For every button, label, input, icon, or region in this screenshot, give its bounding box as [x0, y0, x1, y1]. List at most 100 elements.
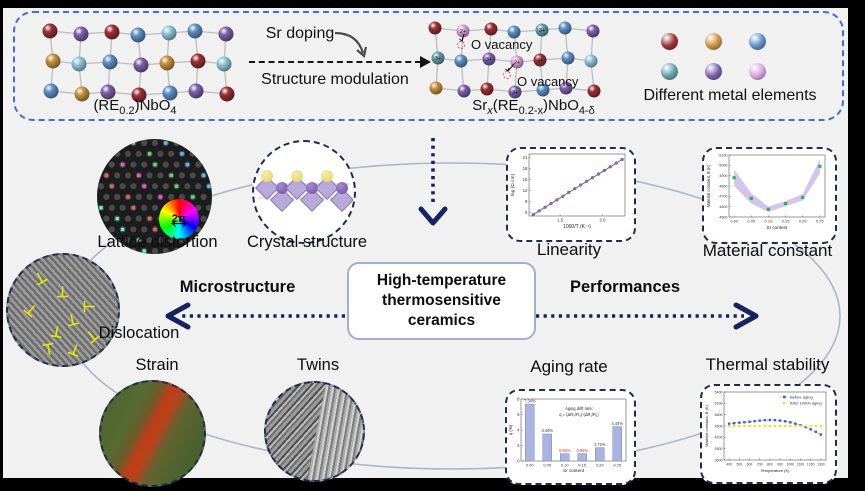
linearity-chart: 6 9 12 15 18 21 1.5 3.0 1000/T (K⁻¹) lnρ (Ω cm) [510, 153, 626, 230]
svg-text:2+: 2+ [514, 60, 520, 66]
top-banner: (RE0.2)NbO4 Sr doping Structure modulati… [13, 11, 844, 121]
svg-text:3+: 3+ [539, 28, 545, 34]
svg-text:4800: 4800 [719, 184, 727, 188]
svg-text:q (%): q (%) [508, 424, 513, 435]
svg-text:5100: 5100 [715, 402, 723, 406]
structure-modulation-label: Structure modulation [261, 71, 409, 88]
svg-text:1300: 1300 [817, 463, 825, 467]
thermal-stability-chart: 3600 3900 4200 4500 4800 5100 5400 400 500 600 700… [704, 390, 827, 473]
svg-text:3+: 3+ [486, 57, 492, 63]
formula-part: )NbO [134, 97, 171, 114]
dislocation-symbol-icon: ⊥ [64, 310, 82, 331]
curved-arrow-icon [334, 31, 368, 59]
dislocation-symbol-icon: ⊥ [65, 340, 84, 361]
svg-text:7.34%: 7.34% [524, 398, 536, 403]
svg-text:1.5: 1.5 [557, 218, 564, 223]
svg-text:4900: 4900 [719, 174, 727, 178]
metal-sphere-red [661, 33, 678, 50]
dislocation-image: ⊥ ⊥ ⊥ ⊥ ⊥ ⊥ ⊥ ⊥ ⊥ [6, 253, 120, 367]
right-arrowhead-icon [733, 302, 759, 330]
svg-text:4500: 4500 [719, 215, 727, 219]
crystal-lattice-undoped [42, 23, 235, 103]
performances-label: Performances [569, 278, 681, 296]
formula-sub: 0.2 [119, 105, 135, 117]
metal-sphere-orange [705, 33, 722, 50]
svg-text:6: 6 [525, 210, 528, 215]
svg-text:0.96%: 0.96% [576, 448, 588, 453]
twins-image [264, 381, 365, 482]
svg-text:500: 500 [736, 463, 742, 467]
svg-text:400: 400 [726, 463, 732, 467]
down-arrowhead-icon [418, 206, 448, 226]
dislocation-symbol-icon: ⊥ [40, 338, 57, 359]
svg-text:3600: 3600 [715, 458, 723, 462]
svg-text:0.95%: 0.95% [559, 448, 571, 453]
dislocation-symbol-icon: ⊥ [30, 267, 51, 290]
svg-text:0.00: 0.00 [526, 462, 535, 467]
formula-sub: x [487, 105, 493, 117]
svg-text:Before aging: Before aging [790, 394, 813, 399]
aging-rate-plot-box: 0 2 4 6 8 7.34% 0.00 3.49% 0.05 0.95% 0.10 0.96% 0.1… [505, 389, 636, 485]
microstructure-label: Microstructure [179, 278, 296, 296]
svg-text:4500: 4500 [715, 424, 723, 428]
formula-sub: 4-δ [578, 105, 595, 117]
sr-doping-label: Sr doping [265, 25, 335, 42]
metal-sphere-blue [749, 33, 766, 50]
svg-text:1.72%: 1.72% [594, 442, 606, 447]
crystal-structure-label: Crystal structure [246, 233, 368, 251]
material-constant-chart: 4500 4600 4700 4800 4900 5000 5100 0.00 0.05 0.10… [706, 153, 826, 230]
svg-text:3.49%: 3.49% [541, 428, 553, 433]
svg-text:3+: 3+ [512, 90, 518, 96]
svg-text:Sr content: Sr content [767, 225, 789, 230]
svg-text:0.25: 0.25 [816, 219, 825, 224]
left-arrowhead-icon [165, 302, 191, 330]
center-title-box: High-temperature thermosensitive ceramic… [347, 262, 536, 340]
dislocation-symbol-icon: ⊥ [20, 299, 42, 322]
svg-text:5400: 5400 [715, 390, 723, 394]
svg-text:1200: 1200 [807, 463, 815, 467]
material-constant-label: Material constant [702, 241, 833, 260]
svg-text:0: 0 [517, 458, 520, 463]
svg-text:0.15: 0.15 [578, 462, 587, 467]
material-constant-plot-box: 4500 4600 4700 4800 4900 5000 5100 0.00 0.05 0.10… [702, 147, 837, 244]
svg-text:4: 4 [517, 427, 520, 432]
svg-text:0.00: 0.00 [730, 219, 739, 224]
svg-text:lnρ (Ω cm): lnρ (Ω cm) [510, 173, 516, 196]
svg-text:9: 9 [525, 199, 528, 204]
metal-sphere-pink [749, 63, 766, 80]
dislocation-symbol-icon: ⊥ [56, 284, 70, 301]
svg-text:8: 8 [517, 396, 520, 401]
aging-rate-label: Aging rate [530, 357, 608, 376]
metal-elements-legend [645, 27, 785, 87]
twins-label: Twins [296, 356, 340, 374]
svg-text:18: 18 [523, 166, 528, 171]
svg-text:0.05: 0.05 [543, 462, 552, 467]
dislocation-label: Dislocation [98, 324, 180, 342]
svg-text:15: 15 [523, 177, 528, 182]
phase-arrows-icon: ↔ [166, 204, 192, 234]
svg-text:700: 700 [757, 463, 763, 467]
linearity-plot-box: 6 9 12 15 18 21 1.5 3.0 1000/T (K⁻¹) lnρ (Ω cm) [506, 147, 636, 242]
svg-text:O vacancy: O vacancy [471, 37, 533, 52]
svg-text:Material constant, B (K): Material constant, B (K) [706, 164, 711, 207]
svg-text:Temperature (K): Temperature (K) [761, 468, 791, 473]
svg-text:q = (ΔR₀/R₀)-(ΔR₁/R₁): q = (ΔR₀/R₀)-(ΔR₁/R₁) [559, 412, 599, 417]
svg-text:4800: 4800 [715, 413, 723, 417]
metal-sphere-teal [661, 63, 678, 80]
svg-text:600: 600 [747, 463, 753, 467]
svg-text:0.20: 0.20 [596, 462, 605, 467]
transition-arrow [249, 61, 421, 63]
formula-part: (RE [93, 97, 120, 114]
strain-image [99, 380, 206, 487]
formula-undoped: (RE0.2)NbO4 [60, 97, 210, 117]
center-title-line: ceramics [407, 312, 476, 330]
formula-sub: 4 [170, 105, 177, 117]
svg-text:900: 900 [777, 463, 783, 467]
svg-text:21: 21 [523, 155, 528, 160]
svg-text:2+: 2+ [460, 29, 466, 35]
svg-text:O vacancy: O vacancy [517, 74, 579, 89]
color-wheel-icon: ↔ 2π [159, 199, 199, 239]
formula-part: Sr [472, 97, 488, 114]
